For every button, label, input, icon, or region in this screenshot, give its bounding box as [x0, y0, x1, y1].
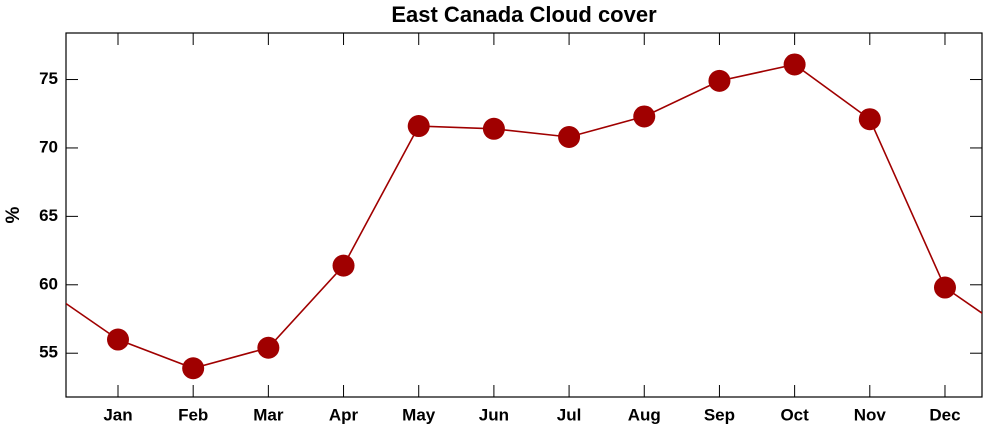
- x-tick-label: Apr: [329, 405, 359, 424]
- data-point: [858, 108, 881, 131]
- x-tick-label: Mar: [253, 405, 284, 424]
- plot-area: [66, 53, 982, 380]
- data-point: [107, 328, 129, 351]
- y-tick-label: 75: [39, 69, 58, 88]
- x-tick-label: Nov: [854, 405, 887, 424]
- y-axis-label: %: [3, 206, 24, 223]
- data-point: [708, 69, 731, 92]
- x-tick-label: Feb: [178, 405, 208, 424]
- y-tick-label: 70: [39, 137, 58, 156]
- x-tick-label: Sep: [704, 405, 735, 424]
- x-tick-label: Aug: [628, 405, 661, 424]
- data-point: [783, 53, 806, 76]
- x-tick-label: May: [402, 405, 436, 424]
- data-point: [933, 276, 956, 299]
- data-point: [558, 126, 581, 148]
- data-point: [332, 254, 355, 277]
- x-tick-label: Jul: [557, 405, 582, 424]
- wrap-line: [944, 286, 982, 315]
- y-tick-label: 55: [39, 343, 58, 362]
- data-line: [117, 63, 946, 370]
- x-tick-label: Jan: [103, 405, 132, 424]
- y-tick-label: 60: [39, 274, 58, 293]
- y-tick-label: 65: [39, 206, 58, 225]
- data-point: [482, 117, 505, 140]
- x-tick-label: Oct: [780, 405, 809, 424]
- data-point: [407, 115, 430, 138]
- data-point: [633, 105, 656, 128]
- x-tick-label: Dec: [929, 405, 960, 424]
- data-point: [182, 357, 205, 380]
- wrap-line: [66, 302, 119, 341]
- plot-frame: [65, 32, 983, 398]
- chart-title: East Canada Cloud cover: [391, 2, 657, 27]
- data-point: [257, 336, 280, 359]
- x-tick-label: Jun: [479, 405, 509, 424]
